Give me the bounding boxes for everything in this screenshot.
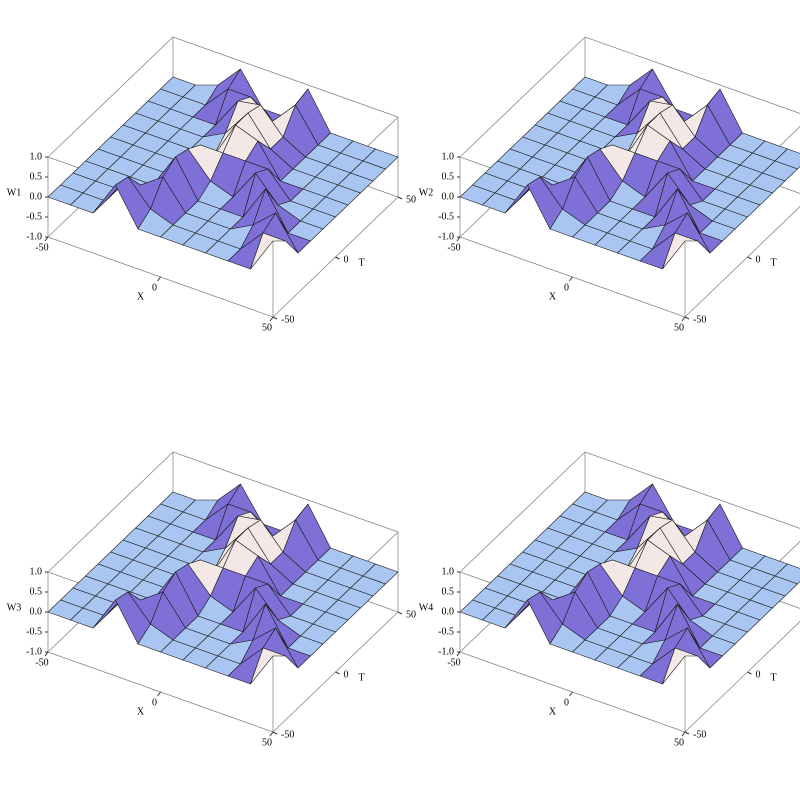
- x-tick-label: 50: [262, 737, 272, 748]
- y-tick-label: 0: [756, 254, 761, 265]
- y-tick-label: 0: [756, 669, 761, 680]
- z-tick-label: 1.0: [30, 566, 43, 577]
- z-tick-label: -0.5: [438, 211, 454, 222]
- y-axis-label: T: [358, 672, 364, 683]
- y-tick: [335, 256, 340, 260]
- box-edge: [584, 36, 800, 114]
- x-tick: [569, 276, 573, 282]
- box-edge: [47, 451, 174, 573]
- x-axis-label: X: [549, 706, 557, 717]
- z-axis-label: W2: [419, 187, 433, 198]
- x-tick-label: 0: [564, 282, 569, 293]
- x-tick-label: 50: [674, 737, 684, 748]
- surface-patch: [250, 232, 286, 270]
- y-axis-label: T: [770, 257, 776, 268]
- z-tick-label: 0.0: [30, 191, 43, 202]
- x-axis-label: X: [137, 706, 145, 717]
- x-tick-label: -50: [35, 657, 48, 668]
- x-tick: [681, 316, 686, 322]
- x-tick: [269, 731, 274, 737]
- x-tick-label: 0: [152, 697, 157, 708]
- z-axis-label: W3: [7, 602, 21, 613]
- z-tick-label: 0.5: [30, 171, 43, 182]
- y-tick: [747, 256, 752, 260]
- y-tick: [684, 316, 690, 320]
- y-axis-label: T: [358, 257, 364, 268]
- x-tick-label: -50: [447, 242, 460, 253]
- box-edge: [459, 451, 586, 573]
- z-tick-label: 0.0: [30, 606, 43, 617]
- x-tick: [157, 691, 161, 697]
- z-tick-label: 0.5: [442, 171, 455, 182]
- box-edge: [172, 451, 399, 533]
- y-tick-label: 0: [344, 254, 349, 265]
- box-edge: [584, 451, 800, 529]
- y-axis-label: T: [770, 672, 776, 683]
- surface-patch: [250, 647, 286, 685]
- z-tick-label: -1.0: [26, 646, 42, 657]
- y-tick-label: 50: [406, 194, 416, 205]
- y-tick: [684, 731, 690, 735]
- x-tick-label: -50: [35, 242, 48, 253]
- x-tick-label: -50: [447, 657, 460, 668]
- box-edge: [459, 36, 586, 158]
- y-tick: [747, 671, 752, 675]
- x-tick: [456, 651, 461, 657]
- surface-patch: [662, 647, 698, 685]
- z-tick-label: -0.5: [26, 211, 42, 222]
- surface-plot: -1.0 -0.5 0.0 0.5 1.0 W1 -50 0 50 X -50 0 50 T: [7, 36, 416, 333]
- z-tick-label: -0.5: [438, 626, 454, 637]
- y-tick-label: -50: [693, 729, 706, 740]
- z-tick-label: -1.0: [438, 231, 454, 242]
- x-tick: [681, 731, 686, 737]
- y-tick-label: -50: [281, 729, 294, 740]
- y-tick: [272, 316, 278, 320]
- z-tick-label: -1.0: [438, 646, 454, 657]
- x-tick-label: 0: [152, 282, 157, 293]
- y-tick-label: -50: [281, 314, 294, 325]
- z-tick-label: 0.0: [442, 191, 455, 202]
- y-tick: [397, 196, 403, 200]
- box-edge: [172, 36, 399, 118]
- x-tick: [456, 236, 461, 242]
- z-tick-label: 0.5: [442, 586, 455, 597]
- x-tick: [269, 316, 274, 322]
- x-tick: [569, 691, 573, 697]
- y-tick: [272, 731, 278, 735]
- z-tick-label: 1.0: [442, 566, 455, 577]
- y-tick: [397, 611, 403, 615]
- z-axis-label: W4: [419, 602, 433, 613]
- box-edge: [47, 36, 174, 158]
- z-tick-label: 1.0: [442, 151, 455, 162]
- y-tick: [335, 671, 340, 675]
- x-axis-label: X: [137, 291, 145, 302]
- x-tick: [44, 651, 49, 657]
- z-tick-label: -1.0: [26, 231, 42, 242]
- surface-plot: -1.0 -0.5 0.0 0.5 1.0 W3 -50 0 50 X -50 0 50 T: [7, 451, 416, 748]
- z-tick-label: 0.0: [442, 606, 455, 617]
- x-tick-label: 50: [262, 322, 272, 333]
- x-tick-label: 50: [674, 322, 684, 333]
- z-axis-label: W1: [7, 187, 21, 198]
- x-axis-label: X: [549, 291, 557, 302]
- z-tick-label: -0.5: [26, 626, 42, 637]
- x-tick: [157, 276, 161, 282]
- y-tick-label: 50: [406, 609, 416, 620]
- surface-patch: [662, 232, 698, 270]
- x-tick-label: 0: [564, 697, 569, 708]
- x-tick: [44, 236, 49, 242]
- y-tick-label: 0: [344, 669, 349, 680]
- z-tick-label: 1.0: [30, 151, 43, 162]
- z-tick-label: 0.5: [30, 586, 43, 597]
- y-tick-label: -50: [693, 314, 706, 325]
